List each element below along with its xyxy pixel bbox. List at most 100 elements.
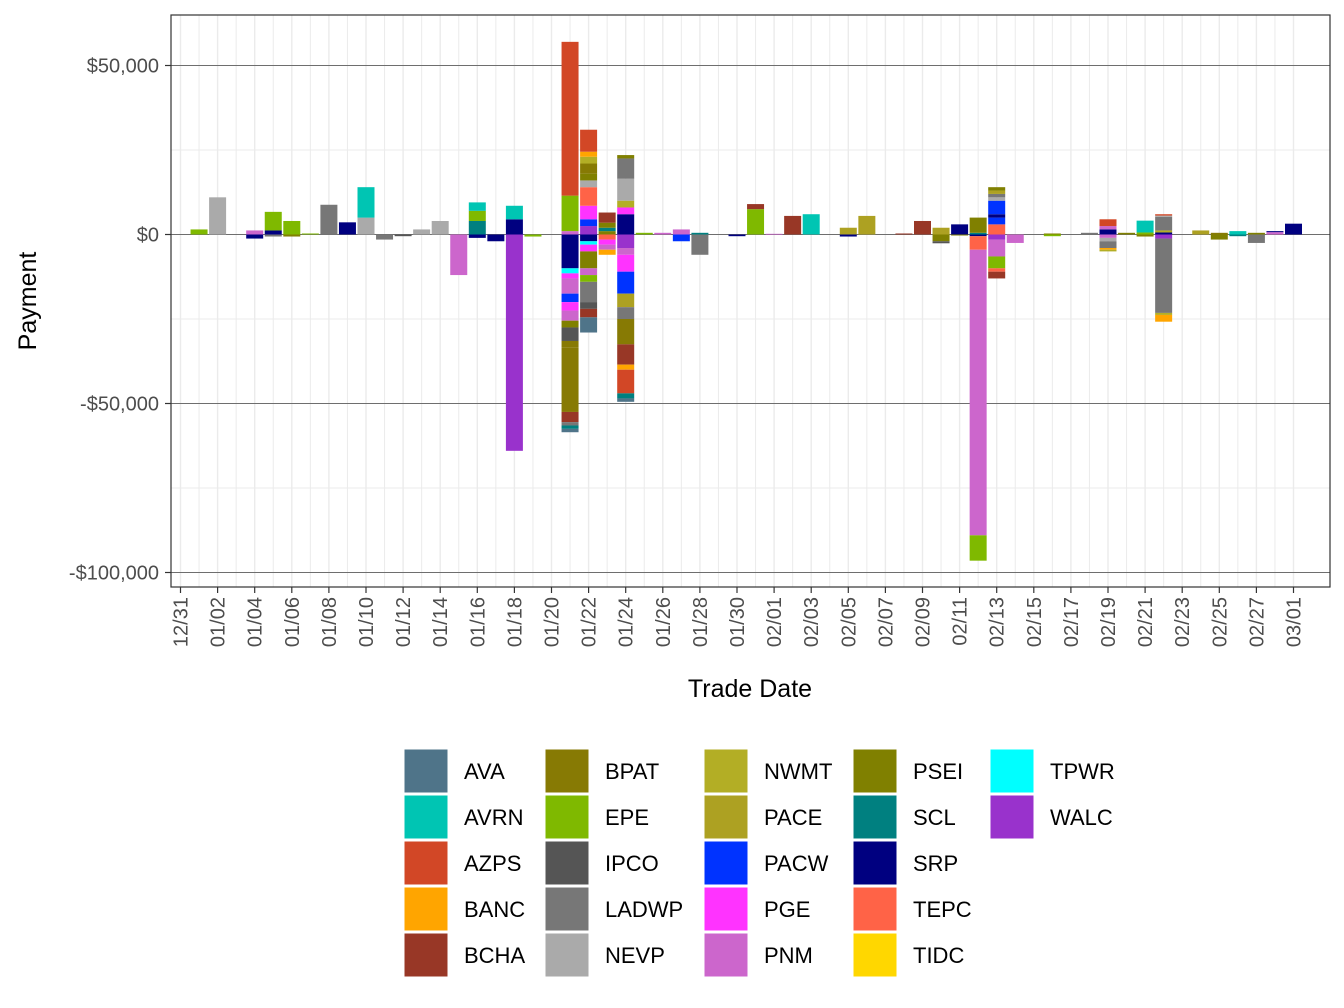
legend-item: SCL: [852, 794, 956, 840]
bar-segment-psei: [561, 320, 579, 328]
legend-key: [544, 794, 590, 840]
bar-segment-pnm: [580, 268, 598, 276]
legend-label: PGE: [764, 897, 810, 922]
bar-stack: [394, 234, 412, 237]
bar-segment-pge: [617, 254, 635, 272]
x-tick-label: 02/07: [875, 597, 897, 647]
bar-segment-pnm: [988, 239, 1006, 257]
bar-stack: [338, 222, 356, 235]
bar-segment-pge: [598, 239, 616, 245]
bar-stack: [747, 204, 765, 235]
x-tick-label: 02/01: [764, 597, 786, 647]
bar-segment-bpat: [561, 347, 579, 412]
bar-stack: [635, 232, 653, 235]
bar-segment-pnm: [1266, 232, 1284, 235]
legend-key: [703, 794, 749, 840]
bar-stack: [264, 211, 282, 237]
bar-segment-srp: [617, 214, 635, 235]
legend-label: NWMT: [764, 759, 832, 784]
bar-segment-tpwr: [561, 268, 579, 274]
bar-segment-epe: [1136, 232, 1154, 235]
bar-segment-walc: [988, 234, 1006, 240]
bar-stack: [969, 217, 987, 561]
bar-segment-srp: [951, 224, 969, 235]
x-tick-label: 01/18: [504, 597, 526, 647]
bar-segment-bpat: [1210, 232, 1228, 235]
bar-segment-ladwp: [561, 422, 579, 426]
bar-segment-nevp: [1099, 237, 1117, 242]
bar-stack: [1136, 220, 1154, 237]
bar-segment-pacw: [988, 217, 1006, 225]
bar-segment-pge: [561, 302, 579, 311]
legend-label: EPE: [605, 805, 649, 830]
bar-segment-banc: [617, 364, 635, 370]
bar-segment-scl: [1229, 234, 1247, 237]
bar-segment-ladwp: [1099, 241, 1117, 249]
bar-stack: [524, 234, 542, 237]
x-tick-label: 02/03: [801, 597, 823, 647]
bar-segment-nevp: [431, 220, 449, 235]
bar-stack: [617, 155, 635, 402]
legend-item: BPAT: [544, 748, 659, 794]
bar-segment-pace: [617, 293, 635, 308]
x-tick-label: 01/30: [727, 597, 749, 647]
bar-stack: [1099, 219, 1117, 252]
bar-stack: [431, 220, 449, 235]
x-tick-label: 01/04: [245, 597, 267, 647]
bar-segment-nwmt: [617, 200, 635, 208]
y-axis-title: Payment: [14, 252, 42, 351]
bar-stack: [802, 214, 820, 235]
bar-segment-epe: [561, 195, 579, 232]
legend-item: PSEI: [852, 748, 963, 794]
bar-stack: [1247, 232, 1265, 243]
bar-segment-pge: [580, 244, 598, 252]
bar-segment-walc: [1155, 234, 1173, 239]
bar-segment-pnm: [1099, 234, 1117, 238]
bar-stack: [320, 204, 338, 235]
legend-item: IPCO: [544, 840, 659, 886]
bar-stack: [357, 187, 375, 235]
bar-segment-nevp: [580, 180, 598, 188]
bar-segment-srp: [338, 222, 356, 235]
bar-stack: [468, 202, 486, 238]
y-tick-label: -$100,000: [69, 563, 159, 585]
legend-key: [852, 840, 898, 886]
bar-segment-bcha: [895, 233, 913, 235]
bar-stack: [1080, 232, 1098, 235]
x-tick-label: 01/24: [616, 597, 638, 647]
bar-segment-srp: [264, 230, 282, 235]
bar-segment-avrn: [357, 187, 375, 218]
x-tick-label: 01/10: [356, 597, 378, 647]
x-tick-label: 02/17: [1061, 597, 1083, 647]
bar-segment-ipco: [932, 241, 950, 244]
bar-stack: [914, 220, 931, 235]
bar-segment-pnm: [969, 249, 987, 536]
bar-stack: [246, 230, 264, 239]
gridlines: [171, 15, 1330, 587]
bar-stack: [765, 233, 783, 235]
bar-segment-pnm: [450, 234, 468, 276]
bars: [190, 41, 1302, 561]
bar-segment-avrn: [1136, 220, 1154, 233]
legend-item: PACE: [703, 794, 822, 840]
bar-segment-ipco: [580, 302, 598, 309]
x-tick-label: 12/31: [171, 597, 193, 647]
bar-segment-pacw: [988, 200, 1006, 215]
bar-segment-pacw: [580, 219, 598, 227]
legend-key: [852, 794, 898, 840]
bar-segment-epe: [524, 234, 542, 237]
legend-label: IPCO: [605, 851, 659, 876]
bar-segment-psei: [580, 251, 598, 269]
bar-segment-epe: [635, 232, 653, 235]
bar-segment-pnm: [1006, 234, 1024, 243]
bar-segment-scl: [561, 425, 579, 429]
bar-segment-pnm: [1099, 226, 1117, 230]
bar-stack: [1155, 214, 1173, 322]
bar-segment-epe: [1043, 234, 1061, 237]
y-axis: $50,000 $0 -$50,000 -$100,000: [69, 56, 171, 585]
bar-segment-bpat: [561, 340, 579, 348]
bar-segment-tepc: [988, 224, 1006, 235]
bar-segment-tepc: [988, 268, 1006, 272]
bar-segment-srp: [487, 234, 505, 242]
bar-segment-epe: [747, 209, 765, 235]
